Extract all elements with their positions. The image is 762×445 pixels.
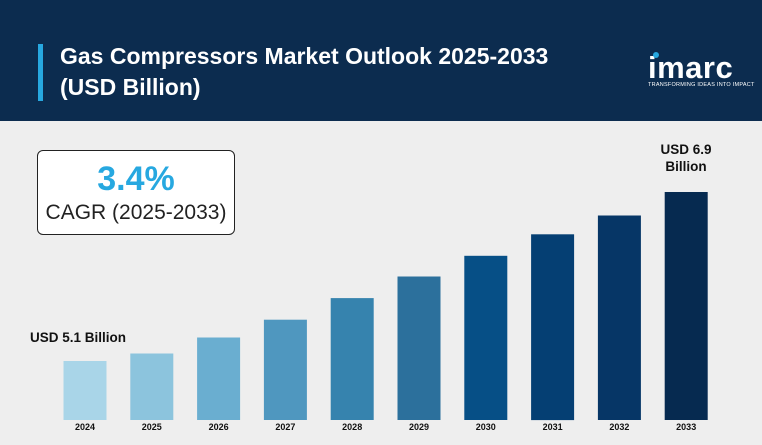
title-line-1: Gas Compressors Market Outlook 2025-2033 [60, 43, 549, 69]
imarc-logo: imarc TRANSFORMING IDEAS INTO IMPACT [640, 50, 754, 94]
x-tick-label-2030: 2030 [476, 422, 496, 432]
end-value-label-line-2: Billion [665, 159, 707, 174]
cagr-box: 3.4% CAGR (2025-2033) [37, 150, 235, 235]
page-title: Gas Compressors Market Outlook 2025-2033… [60, 41, 600, 103]
logo-dot-icon [653, 52, 659, 58]
title-line-2: (USD Billion) [60, 74, 201, 100]
x-tick-label-2033: 2033 [676, 422, 696, 432]
start-value-label: USD 5.1 Billion [30, 330, 127, 345]
bar-2026 [197, 337, 241, 420]
bar-2024 [63, 361, 107, 420]
x-tick-label-2026: 2026 [209, 422, 229, 432]
bar-2025 [130, 353, 174, 420]
x-tick-label-2027: 2027 [275, 422, 295, 432]
bar-2032 [597, 215, 641, 420]
x-tick-label-2031: 2031 [543, 422, 563, 432]
bar-2027 [263, 319, 307, 420]
bar-2029 [397, 276, 441, 420]
bar-2033 [664, 192, 708, 420]
x-tick-label-2029: 2029 [409, 422, 429, 432]
end-value-label: USD 6.9 Billion [650, 141, 722, 175]
end-value-label-line-1: USD 6.9 [660, 142, 712, 157]
bar-2030 [464, 255, 508, 420]
cagr-value: 3.4% [97, 160, 175, 198]
x-tick-label-2024: 2024 [75, 422, 95, 432]
logo-tagline: TRANSFORMING IDEAS INTO IMPACT [648, 82, 755, 88]
x-tick-label-2028: 2028 [342, 422, 362, 432]
header-banner: Gas Compressors Market Outlook 2025-2033… [0, 0, 762, 121]
x-tick-label-2032: 2032 [609, 422, 629, 432]
bar-2028 [330, 298, 374, 420]
bar-2031 [531, 234, 575, 421]
x-tick-label-2025: 2025 [142, 422, 162, 432]
logo-word: imarc [648, 50, 734, 85]
title-accent-bar [38, 44, 43, 101]
cagr-label: CAGR (2025-2033) [45, 201, 227, 224]
